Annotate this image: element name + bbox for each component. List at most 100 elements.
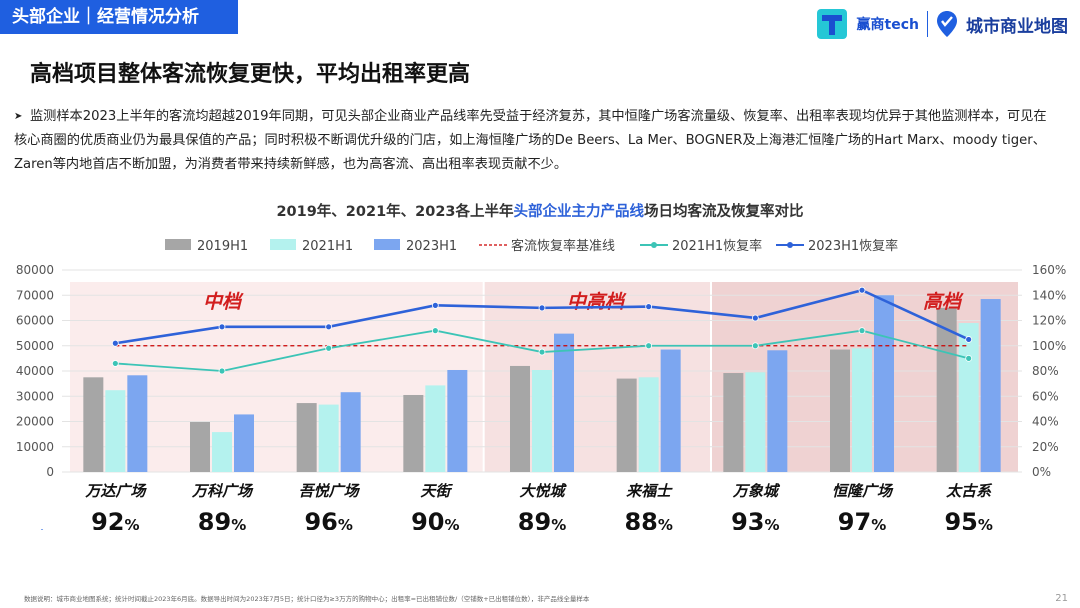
logo-divider — [927, 11, 928, 37]
map-pin-icon — [937, 11, 957, 37]
point-2021H1恢复率-万象城 — [751, 342, 759, 350]
y-right-tick-label: 100% — [1032, 339, 1066, 353]
occupancy-unit: % — [338, 516, 353, 530]
occupancy-unit: % — [765, 516, 780, 530]
occupancy-value: 90% — [411, 508, 459, 530]
legend-label: 2021H1 — [302, 239, 353, 254]
tech-logo-icon — [816, 9, 847, 39]
bar-2023H1-吾悦广场 — [340, 392, 361, 472]
point-2021H1恢复率-恒隆广场 — [858, 327, 866, 335]
occupancy-number: 88 — [624, 508, 657, 530]
y-right-tick-label: 60% — [1032, 389, 1059, 403]
bar-2019H1-万象城 — [723, 373, 744, 472]
y-left-tick-label: 40000 — [16, 364, 54, 378]
occupancy-number: 93 — [731, 508, 764, 530]
y-right-tick-label: 120% — [1032, 314, 1066, 328]
y-left-tick-label: 0 — [46, 465, 54, 479]
point-2023H1恢复率-来福士 — [645, 303, 653, 311]
bar-2023H1-万达广场 — [127, 375, 148, 472]
point-2023H1恢复率-吾悦广场 — [325, 323, 333, 331]
bar-2021H1-吾悦广场 — [318, 404, 339, 472]
occupancy-number: 89 — [198, 508, 231, 530]
bar-2023H1-万科广场 — [234, 414, 254, 472]
occupancy-value: 95% — [944, 508, 992, 530]
legend-label: 2023H1恢复率 — [808, 238, 898, 254]
occupancy-unit: % — [871, 516, 886, 530]
x-category-label: 太古系 — [945, 482, 993, 500]
point-2021H1恢复率-来福士 — [645, 342, 653, 350]
bar-2023H1-太古系 — [980, 299, 1001, 472]
bullet-arrow-icon: ➤ — [14, 111, 23, 122]
legend-marker-2021H1恢复率 — [651, 242, 657, 248]
y-left-tick-label: 80000 — [16, 263, 54, 277]
occupancy-number: 92 — [91, 508, 124, 530]
bar-2021H1-万科广场 — [212, 432, 232, 472]
bar-2023H1-天街 — [447, 369, 468, 472]
occupancy-unit: % — [978, 516, 993, 530]
chart-title-suffix: 场日均客流及恢复率对比 — [644, 202, 804, 220]
section-tag: 头部企业｜经营情况分析 — [0, 0, 238, 34]
occupancy-value: 88% — [624, 508, 672, 530]
occupancy-number: 90 — [411, 508, 444, 530]
legend-swatch-2021H1 — [270, 239, 296, 250]
occupancy-pointer-icon — [24, 529, 60, 545]
bar-2021H1-万象城 — [745, 372, 766, 472]
bar-2019H1-恒隆广场 — [830, 349, 850, 472]
bar-2021H1-万达广场 — [105, 390, 126, 472]
group-label: 中高档 — [567, 291, 627, 313]
x-category-label: 大悦城 — [519, 482, 567, 500]
x-category-label: 恒隆广场 — [832, 482, 894, 500]
legend-swatch-2019H1 — [165, 239, 191, 250]
bar-2021H1-天街 — [425, 385, 446, 472]
chart-title-prefix: 2019年、2021年、2023各上半年 — [276, 202, 514, 220]
occupancy-unit: % — [658, 516, 673, 530]
page-headline: 高档项目整体客流恢复更快，平均出租率更高 — [30, 62, 471, 87]
occupancy-value: 97% — [838, 508, 886, 530]
bar-2023H1-万象城 — [767, 350, 788, 472]
legend-label: 客流恢复率基准线 — [511, 238, 615, 254]
legend-label: 2019H1 — [197, 239, 248, 254]
occupancy-value: 89% — [518, 508, 566, 530]
bar-2021H1-大悦城 — [532, 369, 552, 472]
legend-swatch-2023H1 — [374, 239, 400, 250]
x-category-label: 万科广场 — [191, 482, 254, 500]
occupancy-number: 96 — [304, 508, 337, 530]
y-left-tick-label: 10000 — [16, 440, 54, 454]
bar-2023H1-恒隆广场 — [874, 295, 894, 472]
bar-2023H1-大悦城 — [554, 333, 574, 472]
bar-2019H1-太古系 — [936, 307, 957, 472]
chart-title: 2019年、2021年、2023各上半年头部企业主力产品线场日均客流及恢复率对比 — [276, 202, 803, 220]
point-2023H1恢复率-天街 — [431, 301, 439, 309]
occupancy-unit: % — [231, 516, 246, 530]
tech-logo-text: 赢商tech — [856, 17, 919, 33]
occupancy-value: 89% — [198, 508, 246, 530]
legend-marker-2023H1恢复率 — [787, 242, 793, 248]
bar-2021H1-太古系 — [958, 323, 979, 472]
point-2021H1恢复率-太古系 — [965, 354, 973, 362]
point-2023H1恢复率-万科广场 — [218, 323, 226, 331]
point-2021H1恢复率-万达广场 — [111, 360, 119, 367]
bar-2019H1-吾悦广场 — [296, 403, 317, 472]
occupancy-value: 96% — [304, 508, 352, 530]
traffic-recovery-chart: 2019年、2021年、2023各上半年头部企业主力产品线场日均客流及恢复率对比… — [16, 202, 1067, 574]
bar-2019H1-天街 — [403, 394, 424, 472]
point-2023H1恢复率-太古系 — [965, 336, 973, 343]
group-label: 高档 — [923, 291, 964, 313]
bar-2019H1-来福士 — [616, 378, 637, 472]
y-left-tick-label: 20000 — [16, 415, 54, 429]
point-2023H1恢复率-万象城 — [751, 314, 759, 322]
group-label: 中档 — [203, 291, 244, 313]
bar-2023H1-来福士 — [660, 349, 681, 472]
chart-container: 2019年、2021年、2023各上半年头部企业主力产品线场日均客流及恢复率对比… — [0, 190, 1080, 574]
y-left-tick-label: 30000 — [16, 389, 54, 403]
occupancy-value: 92% — [91, 508, 139, 530]
occupancy-number: 97 — [838, 508, 871, 530]
x-category-label: 万达广场 — [84, 482, 147, 500]
legend-label: 2023H1 — [406, 239, 457, 254]
summary-paragraph: ➤ 监测样本2023上半年的客流均超越2019年同期，可见头部企业商业产品线率先受… — [14, 105, 1054, 177]
occupancy-number: 95 — [944, 508, 977, 530]
map-logo-text: 城市商业地图 — [966, 16, 1068, 37]
bar-2021H1-来福士 — [638, 377, 659, 472]
chart-title-highlight: 头部企业主力产品线 — [514, 202, 645, 220]
page-number: 21 — [1055, 593, 1068, 604]
